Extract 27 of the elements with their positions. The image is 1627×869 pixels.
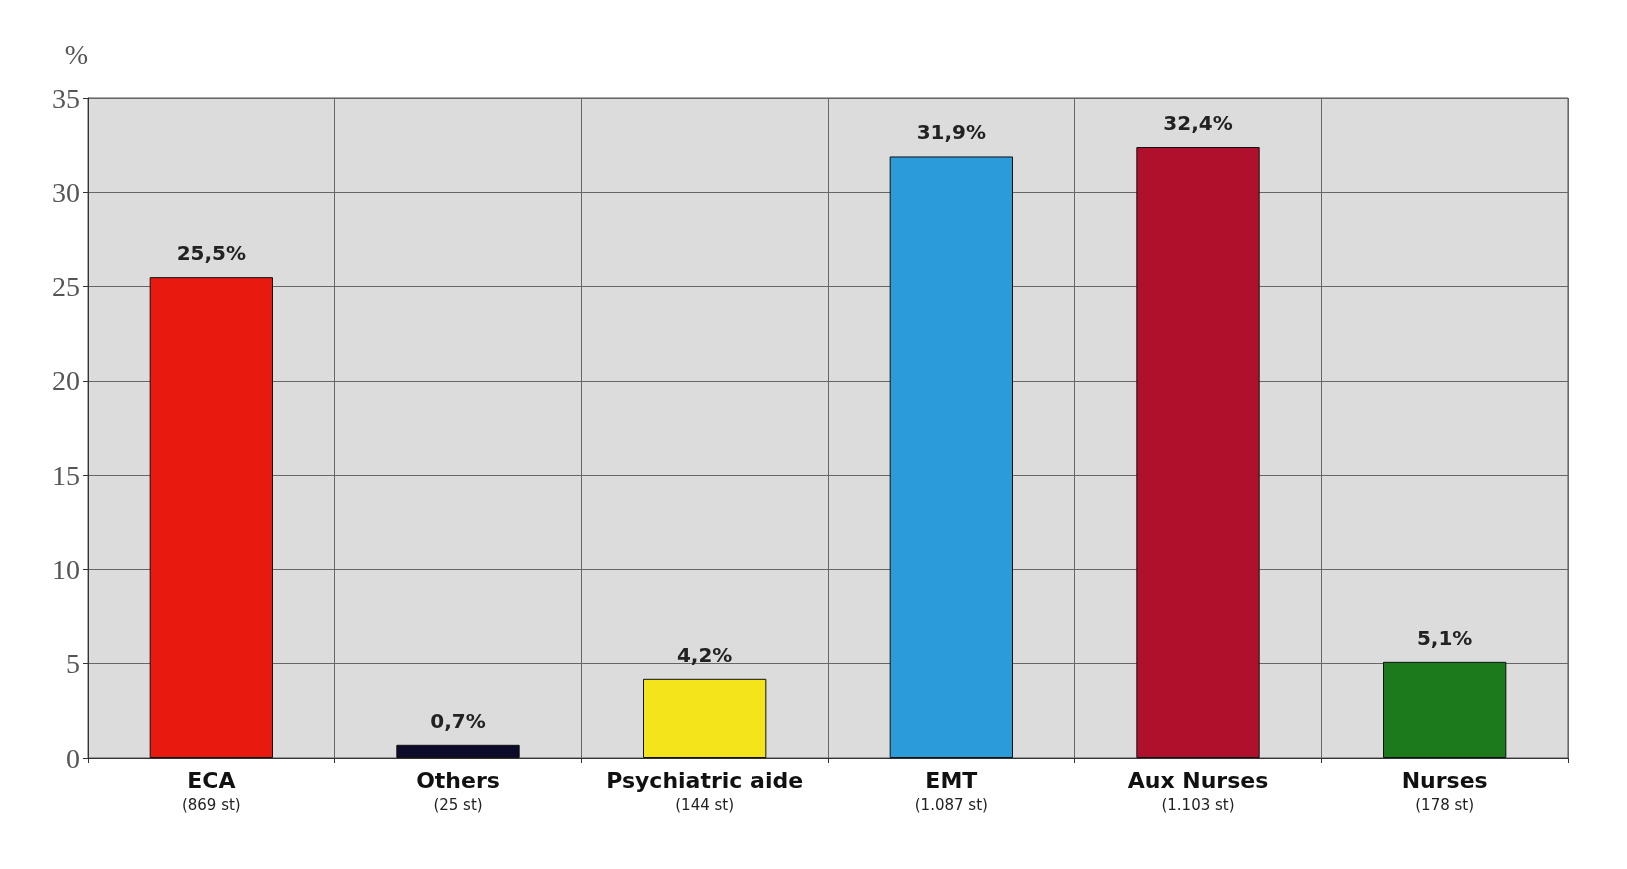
y-tick-label: 35 — [52, 82, 80, 114]
data-label: 32,4% — [1163, 111, 1233, 136]
data-label: 0,7% — [430, 708, 486, 733]
y-tick-label: 20 — [52, 365, 80, 397]
x-tick-label: Nurses (178 st) — [1401, 767, 1488, 814]
y-tick-label: 0 — [66, 742, 80, 774]
data-label: 4,2% — [676, 642, 733, 667]
x-tick-label: Aux Nurses (1.103 st) — [1127, 767, 1269, 814]
y-tick-label: 25 — [52, 271, 80, 303]
y-tick-label: 30 — [52, 176, 80, 208]
bar — [1383, 661, 1507, 758]
data-label: 25,5% — [176, 241, 247, 266]
bar — [396, 744, 520, 758]
y-tick-label: 10 — [52, 553, 80, 585]
x-tick-label: EMT (1.087 st) — [914, 767, 988, 814]
bar — [889, 156, 1013, 758]
bar — [1136, 147, 1260, 758]
bar — [643, 678, 767, 758]
y-tick-label: 5 — [66, 648, 80, 680]
y-tick-label: 15 — [52, 459, 80, 491]
x-tick-label: Others (25 st) — [416, 767, 500, 814]
y-axis-title: % — [64, 38, 88, 70]
x-tick-label: ECA (869 st) — [181, 767, 241, 814]
x-tick-label: Psychiatric aide (144 st) — [606, 767, 804, 814]
bar — [149, 277, 273, 758]
data-label: 31,9% — [916, 120, 987, 145]
data-label: 5,1% — [1416, 625, 1473, 650]
